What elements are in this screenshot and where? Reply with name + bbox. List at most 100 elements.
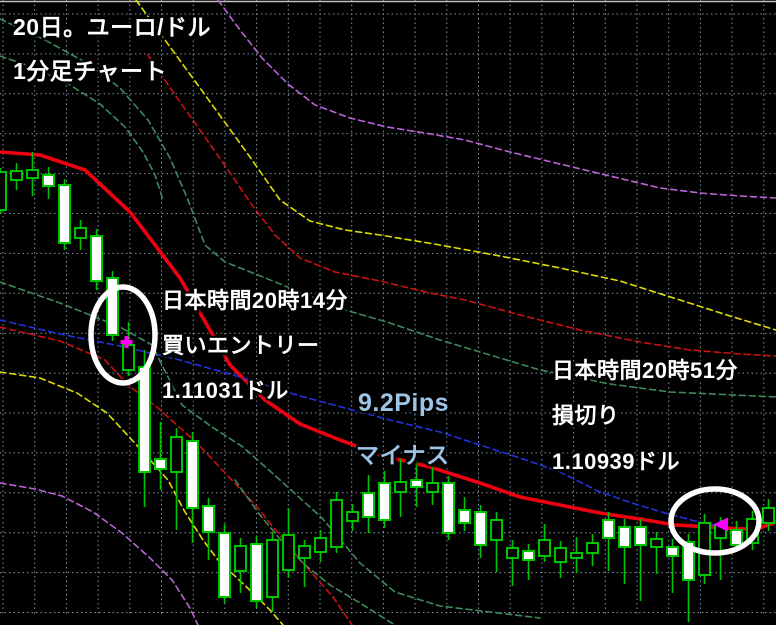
candle-body-down [362,492,375,518]
candle [330,492,343,553]
candle [458,497,471,531]
candle [266,532,279,612]
candle [90,229,103,290]
candle [602,512,615,571]
band-red-upper [147,54,776,357]
candle-body-up [426,482,439,493]
candle [170,428,183,530]
candle-body-down [602,519,615,539]
candle-body-up [554,547,567,563]
candle-body-down [378,482,391,521]
candle [346,504,359,531]
band-purple-upper [217,0,776,199]
candle-body-down [42,174,55,187]
candle-body-down [666,546,679,557]
candle-body-down [202,505,215,533]
candle-body-up [394,481,407,493]
candle [26,152,39,196]
candle [10,163,23,190]
candle-body-up [298,545,311,559]
candle [474,505,487,558]
candle-body-down [730,529,743,546]
candle [554,541,567,578]
candle-body-down [410,479,423,488]
candle [218,524,231,603]
candle-body-down [90,235,103,282]
band-yellow-upper [135,0,776,331]
candle [650,532,663,574]
candle [442,476,455,540]
candle-body-up [122,344,135,371]
candle [666,539,679,593]
candle [362,475,375,533]
candle-body-down [186,440,199,509]
candle-body-up [650,538,663,548]
candle-body-up [506,547,519,559]
candle-body-up [234,545,247,572]
exit-circle [668,486,762,556]
candle-body-up [330,499,343,548]
candle [490,512,503,572]
candle-body-up [490,519,503,541]
band-red-lower [0,326,353,625]
stop-loss-marker [713,517,728,532]
candle [506,540,519,586]
band-blue-dashed [0,319,719,527]
candle-body-up [586,542,599,554]
candle-body-down [474,511,487,546]
candle-body-up [570,552,583,559]
candle-body-up [170,436,183,473]
candle [378,471,391,528]
candle [762,499,775,531]
candle-body-up [74,227,87,239]
pips-direction-label: マイナス [356,442,450,468]
candle-body-down [682,541,695,581]
candle-body-down [458,509,471,524]
candle [282,508,295,578]
entry-action-label: 買いエントリー [162,333,320,358]
candle-body-down [522,550,535,561]
buy-entry-marker [120,336,133,348]
exit-action-label: 損切り [552,403,620,428]
candle [234,538,247,593]
candle [250,536,263,608]
candle [522,544,535,580]
candle [106,271,119,341]
band-green-upper2 [0,55,164,201]
entry-price-label: 1.11031ドル [162,378,289,403]
candle [154,422,167,490]
candle [58,179,71,250]
candle-body-up [266,539,279,598]
candle-body-down [154,458,167,470]
candle-body-down [618,526,631,548]
candle [298,540,311,587]
candle [426,467,439,505]
candle-body-down [442,482,455,534]
candle-body-up [0,171,7,211]
candle [0,168,7,214]
candle-body-up [282,534,295,571]
band-green-low [234,479,398,625]
candle-body-up [26,169,39,179]
entry-circle [88,284,158,386]
chart-title-line2: 1分足チャート [13,58,168,84]
exit-time-label: 日本時間20時51分 [552,358,738,383]
candle-body-down [250,543,263,602]
candle [538,524,551,562]
exit-price-label: 1.10939ドル [552,449,681,474]
band-purple-lower [0,482,199,625]
candle [618,519,631,584]
entry-time-label: 日本時間20時14分 [162,288,348,313]
pips-result-label: 9.2Pips [358,389,450,417]
candle [634,519,647,601]
candle [314,530,327,562]
candle-body-up [346,511,359,522]
candle-body-down [138,366,151,473]
candle [410,449,423,507]
candle-body-up [538,539,551,557]
candle-body-up [762,507,775,524]
candle [42,167,55,199]
